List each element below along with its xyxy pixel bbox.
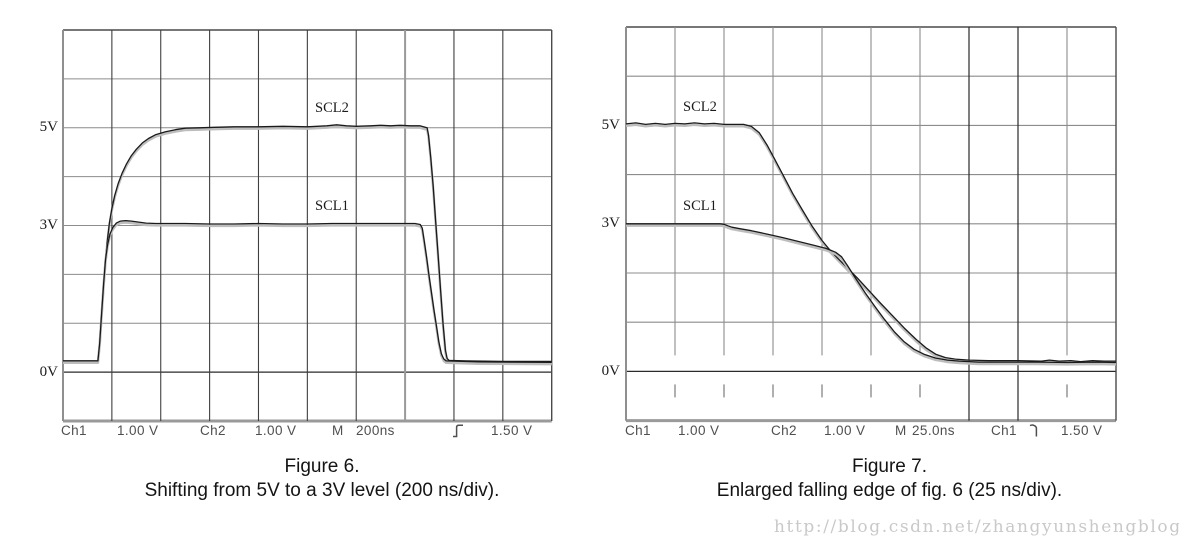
fig6-readout-ch1: Ch1 — [61, 423, 87, 438]
fig6-readout-m: M — [332, 423, 344, 438]
fig7-caption-text: Enlarged falling edge of fig. 6 (25 ns/d… — [716, 480, 1063, 501]
fig6-caption-text: Shifting from 5V to a 3V level (200 ns/d… — [144, 480, 500, 501]
fig6-caption: Figure 6. Shifting from 5V to a 3V level… — [62, 455, 582, 503]
fig7-readout-m: M — [895, 423, 907, 438]
fig7-ylabel-5v: 5V — [601, 117, 620, 133]
fig7-trace-label-scl1: SCL1 — [683, 198, 717, 214]
falling-edge-trigger-icon — [1029, 423, 1042, 444]
fig6-trace-label-scl1: SCL1 — [315, 198, 349, 214]
fig6-caption-title: Figure 6. — [284, 456, 360, 477]
fig7-caption-title: Figure 7. — [852, 456, 927, 477]
fig7-plot — [625, 26, 1117, 423]
fig7-readout-ch2: Ch2 — [771, 423, 797, 438]
watermark-text: http://blog.csdn.net/zhangyunshengblog — [774, 517, 1179, 537]
fig6-readout-timebase: 200ns — [356, 423, 395, 438]
fig6-ylabel-0v: 0V — [39, 364, 58, 380]
fig6-ylabel-3v: 3V — [39, 217, 58, 233]
fig7-ylabel-3v: 3V — [601, 215, 620, 231]
fig6-readout-ch2-scale: 1.00 V — [255, 423, 297, 438]
fig7-ylabel-0v: 0V — [601, 363, 620, 379]
fig6-readout-ch1-scale: 1.00 V — [117, 423, 159, 438]
fig6-plot — [62, 29, 553, 423]
fig7-caption: Figure 7. Enlarged falling edge of fig. … — [637, 455, 1142, 503]
fig6-trace-label-scl2: SCL2 — [315, 100, 349, 116]
fig6-ylabel-5v: 5V — [39, 119, 58, 135]
fig6-readout-ch2: Ch2 — [200, 423, 226, 438]
fig7-readout-ch1-scale: 1.00 V — [678, 423, 720, 438]
fig7-readout-ch1: Ch1 — [625, 423, 651, 438]
fig7-readout-ch2-scale: 1.00 V — [824, 423, 866, 438]
fig7-trace-label-scl2: SCL2 — [683, 99, 717, 115]
fig6-readout-trigger-level: 1.50 V — [491, 423, 533, 438]
fig7-readout-timebase: 25.0ns — [912, 423, 955, 438]
rising-edge-trigger-icon — [452, 423, 465, 444]
fig7-readout-trigger-level: 1.50 V — [1061, 423, 1103, 438]
fig7-readout-trigger-source: Ch1 — [991, 423, 1017, 438]
